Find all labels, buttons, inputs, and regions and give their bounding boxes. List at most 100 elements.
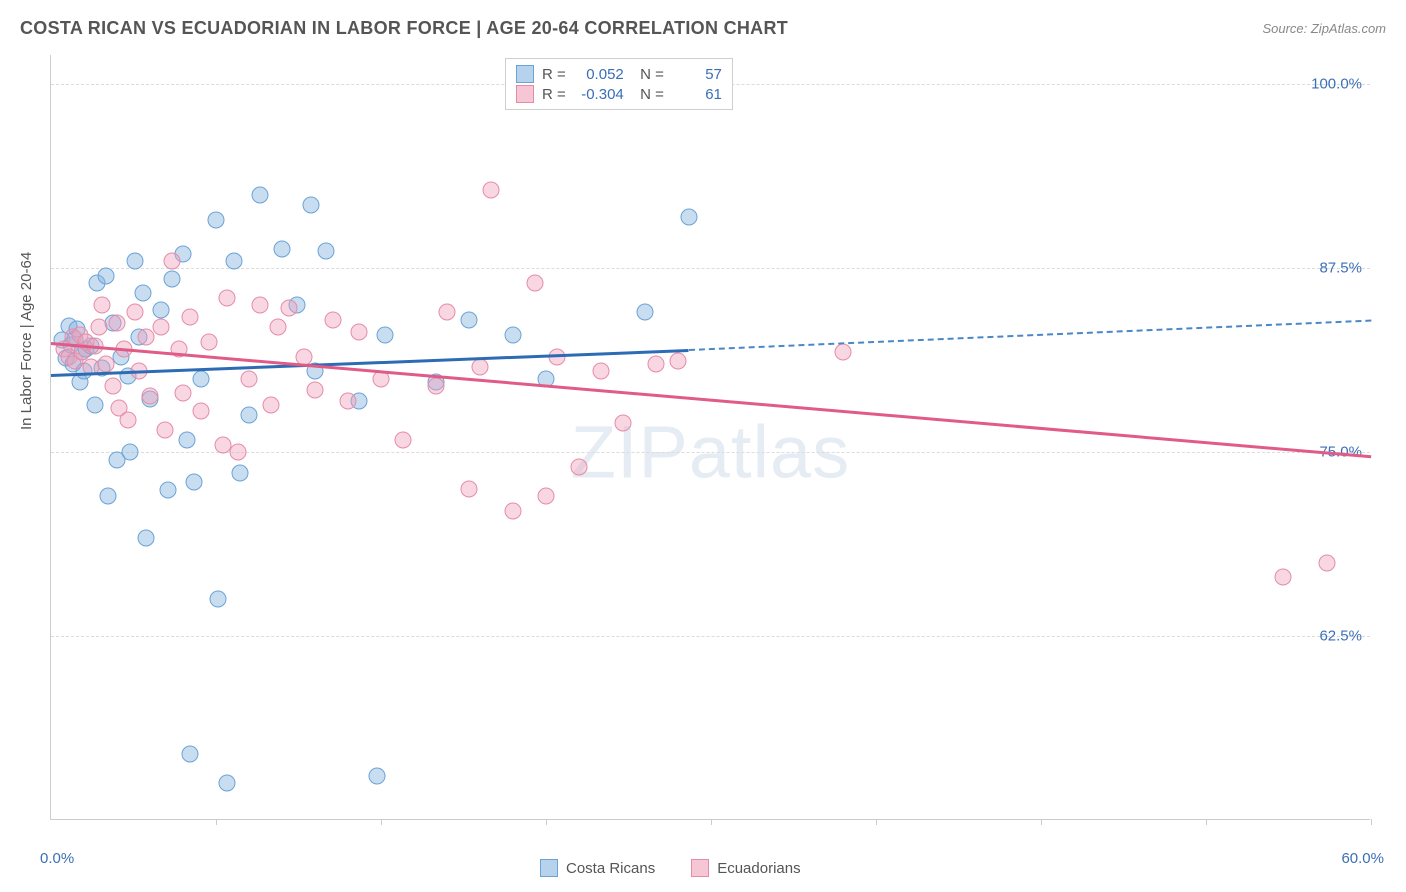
data-point — [505, 503, 522, 520]
x-axis-min-label: 0.0% — [40, 850, 74, 867]
x-tick — [711, 819, 712, 825]
data-point — [307, 382, 324, 399]
data-point — [186, 473, 203, 490]
data-point — [175, 385, 192, 402]
data-point — [93, 297, 110, 314]
data-point — [340, 392, 357, 409]
data-point — [318, 242, 335, 259]
data-point — [98, 267, 115, 284]
data-point — [280, 300, 297, 317]
x-tick — [381, 819, 382, 825]
data-point — [263, 397, 280, 414]
data-point — [192, 370, 209, 387]
x-tick — [1371, 819, 1372, 825]
stat-r-label: R = — [542, 66, 566, 83]
data-point — [439, 304, 456, 321]
x-axis-max-label: 60.0% — [1341, 850, 1384, 867]
stat-r-value: 0.052 — [574, 66, 624, 83]
data-point — [351, 323, 368, 340]
data-point — [164, 270, 181, 287]
data-point — [120, 411, 137, 428]
gridline — [51, 268, 1370, 269]
data-point — [274, 241, 291, 258]
data-point — [324, 311, 341, 328]
data-point — [142, 388, 159, 405]
swatch-icon — [691, 859, 709, 877]
data-point — [461, 311, 478, 328]
data-point — [122, 444, 139, 461]
data-point — [302, 197, 319, 214]
y-axis-title: In Labor Force | Age 20-64 — [18, 252, 35, 430]
x-tick — [1041, 819, 1042, 825]
data-point — [377, 326, 394, 343]
data-point — [527, 275, 544, 292]
gridline — [51, 452, 1370, 453]
stat-r-label: R = — [542, 86, 566, 103]
y-tick-label: 62.5% — [1319, 628, 1362, 645]
data-point — [137, 529, 154, 546]
data-point — [241, 370, 258, 387]
data-point — [164, 252, 181, 269]
x-tick — [546, 819, 547, 825]
trend-line — [689, 320, 1371, 351]
legend-label: Costa Ricans — [566, 860, 655, 877]
stat-n-value: 61 — [672, 86, 722, 103]
legend: Costa Ricans Ecuadorians — [540, 859, 801, 877]
data-point — [137, 329, 154, 346]
data-point — [181, 308, 198, 325]
gridline — [51, 636, 1370, 637]
data-point — [232, 464, 249, 481]
stats-box: R = 0.052 N = 57 R = -0.304 N = 61 — [505, 58, 733, 110]
stat-n-value: 57 — [672, 66, 722, 83]
data-point — [681, 208, 698, 225]
data-point — [593, 363, 610, 380]
data-point — [472, 358, 489, 375]
stats-row-costa-ricans: R = 0.052 N = 57 — [516, 64, 722, 84]
data-point — [428, 378, 445, 395]
x-tick — [1206, 819, 1207, 825]
data-point — [181, 745, 198, 762]
data-point — [126, 304, 143, 321]
data-point — [153, 301, 170, 318]
data-point — [179, 432, 196, 449]
plot-area: ZIPatlas 62.5%75.0%87.5%100.0% — [50, 55, 1370, 820]
data-point — [483, 182, 500, 199]
chart-title: COSTA RICAN VS ECUADORIAN IN LABOR FORCE… — [20, 18, 788, 39]
data-point — [1275, 569, 1292, 586]
data-point — [201, 333, 218, 350]
data-point — [670, 353, 687, 370]
data-point — [219, 289, 236, 306]
data-point — [252, 297, 269, 314]
data-point — [230, 444, 247, 461]
data-point — [538, 488, 555, 505]
swatch-icon — [516, 85, 534, 103]
swatch-icon — [516, 65, 534, 83]
data-point — [637, 304, 654, 321]
legend-item-ecuadorians: Ecuadorians — [691, 859, 800, 877]
data-point — [571, 458, 588, 475]
data-point — [241, 407, 258, 424]
x-tick — [216, 819, 217, 825]
data-point — [159, 482, 176, 499]
x-tick — [876, 819, 877, 825]
data-point — [252, 186, 269, 203]
swatch-icon — [540, 859, 558, 877]
data-point — [505, 326, 522, 343]
data-point — [615, 414, 632, 431]
data-point — [135, 285, 152, 302]
data-point — [192, 403, 209, 420]
data-point — [461, 480, 478, 497]
data-point — [225, 252, 242, 269]
source-attribution: Source: ZipAtlas.com — [1262, 21, 1386, 36]
y-tick-label: 87.5% — [1319, 260, 1362, 277]
data-point — [104, 378, 121, 395]
trend-line — [51, 342, 1371, 458]
data-point — [100, 488, 117, 505]
stats-row-ecuadorians: R = -0.304 N = 61 — [516, 84, 722, 104]
stat-r-value: -0.304 — [574, 86, 624, 103]
data-point — [208, 211, 225, 228]
data-point — [395, 432, 412, 449]
data-point — [269, 319, 286, 336]
chart-header: COSTA RICAN VS ECUADORIAN IN LABOR FORCE… — [20, 18, 1386, 39]
stat-n-label: N = — [632, 66, 664, 83]
